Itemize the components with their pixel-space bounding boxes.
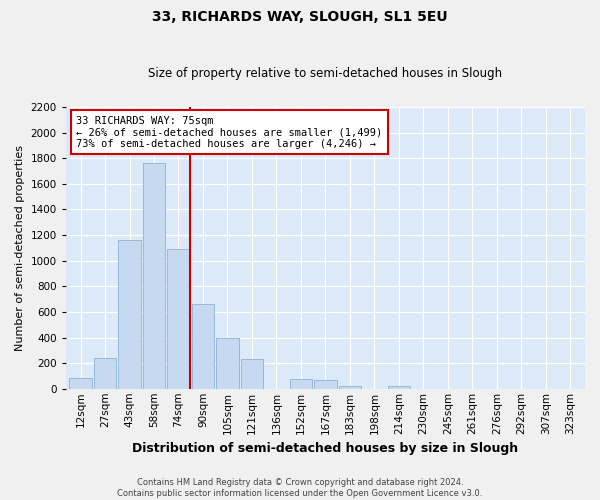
Text: 33 RICHARDS WAY: 75sqm
← 26% of semi-detached houses are smaller (1,499)
73% of : 33 RICHARDS WAY: 75sqm ← 26% of semi-det… xyxy=(76,116,382,148)
Bar xyxy=(314,380,337,389)
Y-axis label: Number of semi-detached properties: Number of semi-detached properties xyxy=(15,145,25,351)
Bar xyxy=(143,164,165,389)
Bar xyxy=(118,240,141,389)
Bar xyxy=(241,360,263,389)
Bar xyxy=(338,386,361,389)
Bar xyxy=(216,338,239,389)
Bar xyxy=(94,358,116,389)
Text: Contains HM Land Registry data © Crown copyright and database right 2024.
Contai: Contains HM Land Registry data © Crown c… xyxy=(118,478,482,498)
X-axis label: Distribution of semi-detached houses by size in Slough: Distribution of semi-detached houses by … xyxy=(133,442,518,455)
Bar xyxy=(69,378,92,389)
Text: 33, RICHARDS WAY, SLOUGH, SL1 5EU: 33, RICHARDS WAY, SLOUGH, SL1 5EU xyxy=(152,10,448,24)
Bar xyxy=(167,249,190,389)
Title: Size of property relative to semi-detached houses in Slough: Size of property relative to semi-detach… xyxy=(148,66,502,80)
Bar xyxy=(192,304,214,389)
Bar xyxy=(388,386,410,389)
Bar xyxy=(290,378,312,389)
